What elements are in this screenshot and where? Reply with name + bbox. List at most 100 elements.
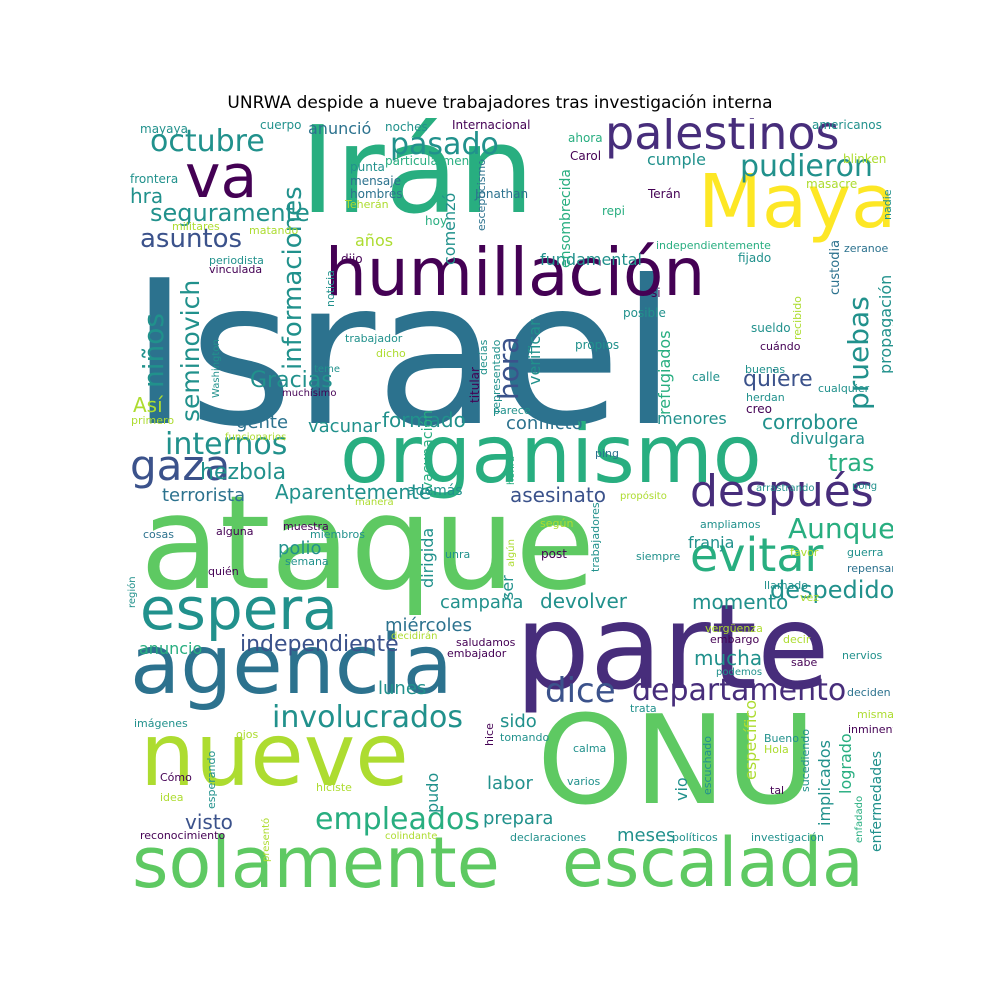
word-involucrados: involucrados bbox=[272, 700, 464, 735]
word-podemos: podemos bbox=[716, 667, 763, 678]
word-organismo: organismo bbox=[340, 408, 762, 501]
word-arrastrando: arrastrando bbox=[756, 483, 815, 494]
word-seminovich: seminovich bbox=[176, 279, 205, 422]
word-decir: decir bbox=[783, 633, 811, 646]
word-decias: decías bbox=[477, 339, 490, 375]
word-terrorista: terrorista bbox=[162, 485, 246, 506]
word-teme: teme bbox=[314, 364, 340, 375]
word-seguramente: seguramente bbox=[150, 199, 310, 227]
word-declaraciones: declaraciones bbox=[510, 831, 587, 844]
word-siempre: siempre bbox=[636, 550, 681, 563]
word-proposito: propósito bbox=[620, 491, 667, 502]
word-prepara: prepara bbox=[483, 808, 554, 829]
word-fijado: fijado bbox=[738, 251, 772, 265]
word-hra: hra bbox=[130, 184, 164, 208]
word-guerra: guerra bbox=[847, 546, 884, 559]
word-trata: trata bbox=[630, 702, 657, 715]
word-carol: Carol bbox=[570, 149, 602, 163]
word-hiciste: hiciste bbox=[316, 781, 352, 794]
word-imagenes: imágenes bbox=[134, 717, 188, 730]
word-meses: meses bbox=[617, 825, 676, 846]
word-matando: matando bbox=[249, 224, 299, 237]
word-aunque: Aunque bbox=[788, 512, 893, 545]
word-quiere: quiere bbox=[743, 367, 813, 392]
word-solamente: solamente bbox=[132, 822, 500, 894]
word-ataque: ataque bbox=[140, 467, 596, 619]
word-herdan: herdan bbox=[746, 391, 785, 404]
word-anuncio-v: anunció bbox=[308, 119, 372, 138]
word-dijo: dijo bbox=[341, 252, 363, 266]
word-vez: vez bbox=[800, 591, 820, 604]
word-blinken: blinken bbox=[843, 152, 887, 166]
word-cumple: cumple bbox=[647, 150, 706, 169]
word-humillacion: humillación bbox=[325, 234, 706, 311]
word-enfermedades: enfermedades bbox=[869, 750, 885, 852]
word-misma: misma bbox=[857, 708, 893, 721]
word-repensar: repensar bbox=[847, 562, 893, 575]
word-propios: propios bbox=[575, 338, 620, 352]
word-punta: punta bbox=[350, 160, 385, 174]
word-hoy: hoy bbox=[425, 214, 448, 228]
word-ampliamos: ampliamos bbox=[700, 518, 761, 531]
word-semana: semana bbox=[285, 555, 329, 568]
word-posible: posible bbox=[623, 306, 666, 320]
word-labor: labor bbox=[487, 773, 533, 794]
word-devolver: devolver bbox=[540, 589, 627, 613]
word-asuntos: asuntos bbox=[140, 224, 243, 254]
word-asesinato: asesinato bbox=[510, 483, 606, 507]
word-mayaya: mayaya bbox=[140, 122, 188, 136]
word-sabe: sabe bbox=[791, 656, 818, 669]
word-sueldo: sueldo bbox=[751, 321, 791, 335]
word-region: región bbox=[127, 576, 138, 608]
word-tras: tras bbox=[828, 449, 875, 477]
word-parece: parece bbox=[493, 404, 531, 417]
word-representado: representado bbox=[490, 339, 503, 413]
word-idea: idea bbox=[160, 791, 184, 804]
word-especifico: específico bbox=[741, 699, 760, 780]
word-tal: tal bbox=[770, 784, 785, 797]
word-si: si bbox=[651, 286, 661, 300]
word-buenas: buenas bbox=[745, 363, 786, 376]
word-como: Cómo bbox=[160, 771, 192, 784]
word-onu: ONU bbox=[537, 690, 816, 833]
word-ojos: ojos bbox=[236, 728, 259, 741]
word-hice: hice bbox=[483, 723, 496, 746]
word-visto: visto bbox=[185, 810, 233, 834]
word-maya: Maya bbox=[698, 159, 893, 245]
word-verguenza: vergüenza bbox=[705, 622, 763, 635]
word-teran: Terán bbox=[648, 187, 681, 201]
word-enfadado: enfadado bbox=[854, 795, 865, 843]
word-independiente: independiente bbox=[240, 632, 399, 657]
word-unra: unra bbox=[445, 548, 471, 561]
word-cosas: cosas bbox=[143, 528, 174, 541]
word-gente: gente bbox=[236, 412, 289, 433]
word-segun: según bbox=[540, 517, 574, 530]
word-escuchado: escuchado bbox=[701, 736, 714, 795]
word-teheran: Teherán bbox=[345, 198, 389, 211]
word-esperando: esperando bbox=[205, 750, 218, 809]
word-pong: pong bbox=[852, 481, 878, 492]
word-favor: favor bbox=[790, 546, 819, 559]
word-post: post bbox=[541, 547, 567, 561]
word-nueve: nueve bbox=[140, 704, 409, 806]
word-vinculada: vinculada bbox=[209, 263, 263, 276]
word-honra: honra bbox=[506, 455, 517, 485]
word-investigacion: investigación bbox=[751, 831, 824, 844]
word-anos: años bbox=[355, 231, 394, 250]
word-momento: momento bbox=[692, 590, 789, 614]
word-llamado: llamado bbox=[764, 579, 809, 592]
word-funcionarios: funcionarios bbox=[225, 432, 287, 443]
word-pasado: pasado bbox=[390, 127, 499, 162]
word-ahora: ahora bbox=[568, 131, 603, 145]
word-tomando: tomando bbox=[500, 731, 550, 744]
word-quien: quién bbox=[208, 565, 239, 578]
word-despues: después bbox=[690, 466, 874, 517]
word-periodista: periodista bbox=[209, 254, 264, 267]
word-independientemente: independientemente bbox=[656, 239, 771, 252]
word-iran: Irán bbox=[300, 118, 535, 241]
word-trabajador: trabajador bbox=[345, 332, 403, 345]
word-dicho: dicho bbox=[376, 347, 406, 360]
word-americanos: americanos bbox=[812, 118, 882, 132]
word-nadie: nadie bbox=[881, 189, 893, 220]
word-implicados: implicados bbox=[815, 740, 834, 826]
